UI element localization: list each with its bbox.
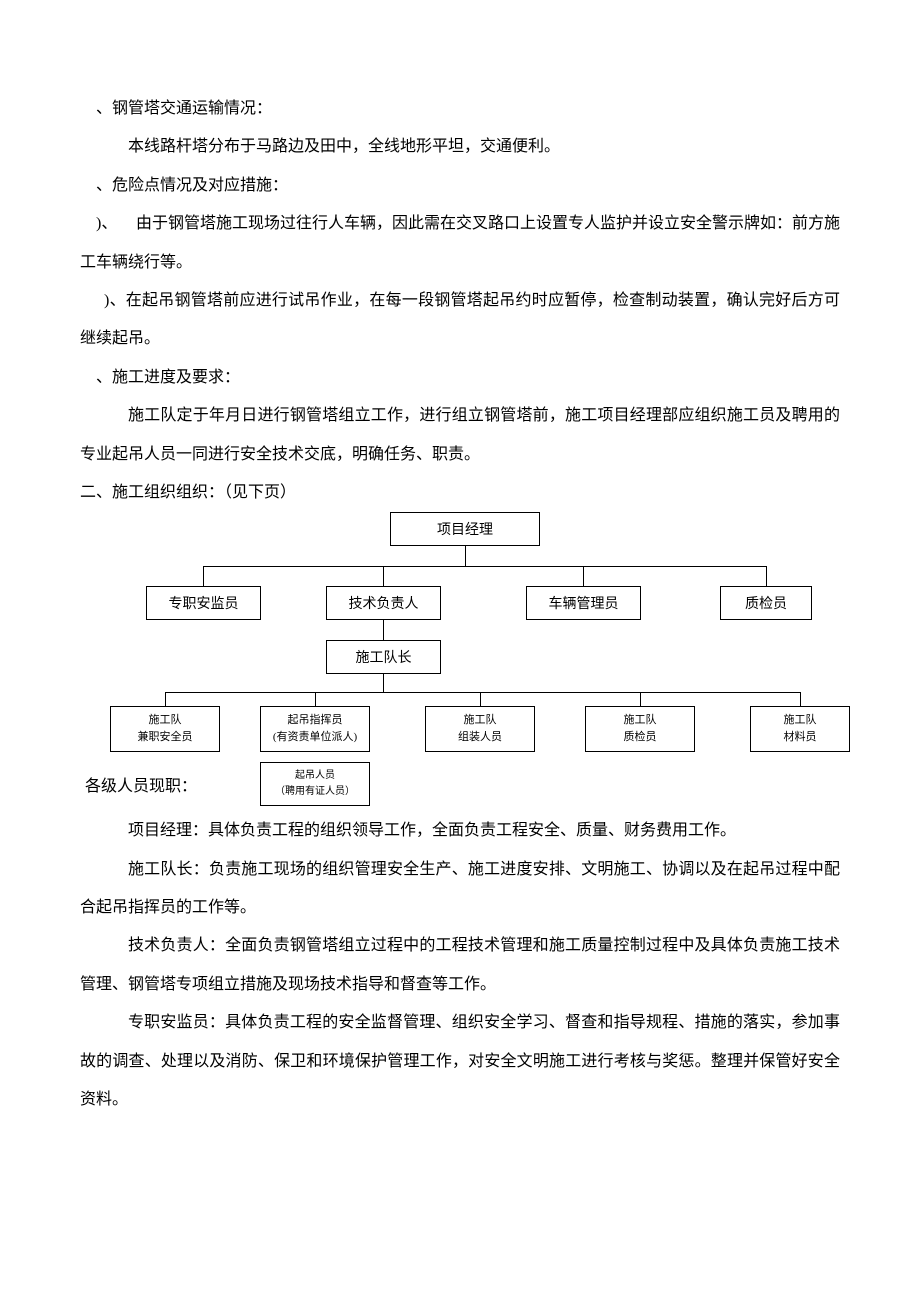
connector <box>640 692 641 706</box>
connector <box>383 620 384 640</box>
para-role-tech: 技术负责人：全面负责钢管塔组立过程中的工程技术管理和施工质量控制过程中及具体负责… <box>80 927 840 1004</box>
connector <box>383 566 384 586</box>
label-sub: (有资责单位派人) <box>273 729 357 747</box>
heading-transport: 、钢管塔交通运输情况： <box>80 90 840 128</box>
label: 施工队 <box>149 712 182 730</box>
heading-schedule: 、施工进度及要求： <box>80 359 840 397</box>
connector <box>165 692 800 693</box>
label: 施工队 <box>624 712 657 730</box>
heading-risk: 、危险点情况及对应措施： <box>80 167 840 205</box>
node-safety-supervisor: 专职安监员 <box>146 586 261 620</box>
node-lift-crew: 起吊人员 （聘用有证人员） <box>260 762 370 806</box>
connector <box>383 674 384 692</box>
label-sub: 材料员 <box>784 729 817 747</box>
para-risk-1-body: 由于钢管塔施工现场过往行人车辆，因此需在交叉路口上设置专人监护并设立安全警示牌如… <box>80 215 840 270</box>
connector <box>203 566 766 567</box>
node-lift-commander: 起吊指挥员 (有资责单位派人) <box>260 706 370 752</box>
para-risk-1: )、由于钢管塔施工现场过往行人车辆，因此需在交叉路口上设置专人监护并设立安全警示… <box>80 205 840 282</box>
node-material: 施工队 材料员 <box>750 706 850 752</box>
connector <box>203 566 204 586</box>
para-risk-2: )、在起吊钢管塔前应进行试吊作业，在每一段钢管塔起吊约时应暂停，检查制动装置，确… <box>80 282 840 359</box>
node-vehicle-manager: 车辆管理员 <box>526 586 641 620</box>
label-sub: （聘用有证人员） <box>275 784 355 800</box>
connector <box>315 692 316 706</box>
connector <box>465 546 466 566</box>
connector <box>766 566 767 586</box>
document-page: 、钢管塔交通运输情况： 本线路杆塔分布于马路边及田中，全线地形平坦，交通便利。 … <box>0 0 920 1302</box>
label: 起吊指挥员 <box>288 712 343 730</box>
connector <box>480 692 481 706</box>
node-team-leader: 施工队长 <box>326 640 441 674</box>
node-assembly: 施工队 组装人员 <box>425 706 535 752</box>
connector <box>800 692 801 706</box>
label: 施工队 <box>464 712 497 730</box>
node-team-qc: 施工队 质检员 <box>585 706 695 752</box>
node-team-safety: 施工队 兼职安全员 <box>110 706 220 752</box>
node-qc: 质检员 <box>720 586 812 620</box>
org-chart: 项目经理 专职安监员 技术负责人 车辆管理员 质检员 施工队长 施工队 兼职 <box>80 512 840 862</box>
label-sub: 质检员 <box>624 729 657 747</box>
para-role-safety: 专职安监员：具体负责工程的安全监督管理、组织安全学习、督查和指导规程、措施的落实… <box>80 1004 840 1119</box>
heading-org: 二、施工组织组织：（见下页） <box>80 474 840 512</box>
node-project-manager: 项目经理 <box>390 512 540 546</box>
connector <box>165 692 166 706</box>
roles-heading: 各级人员现职： <box>85 772 197 796</box>
label-sub: 组装人员 <box>458 729 502 747</box>
para-transport: 本线路杆塔分布于马路边及田中，全线地形平坦，交通便利。 <box>80 128 840 166</box>
label: 施工队 <box>784 712 817 730</box>
bullet-1: )、 <box>80 205 136 243</box>
label: 起吊人员 <box>295 768 335 784</box>
para-schedule: 施工队定于年月日进行钢管塔组立工作，进行组立钢管塔前，施工项目经理部应组织施工员… <box>80 397 840 474</box>
label-sub: 兼职安全员 <box>138 729 193 747</box>
node-tech-lead: 技术负责人 <box>326 586 441 620</box>
connector <box>583 566 584 586</box>
